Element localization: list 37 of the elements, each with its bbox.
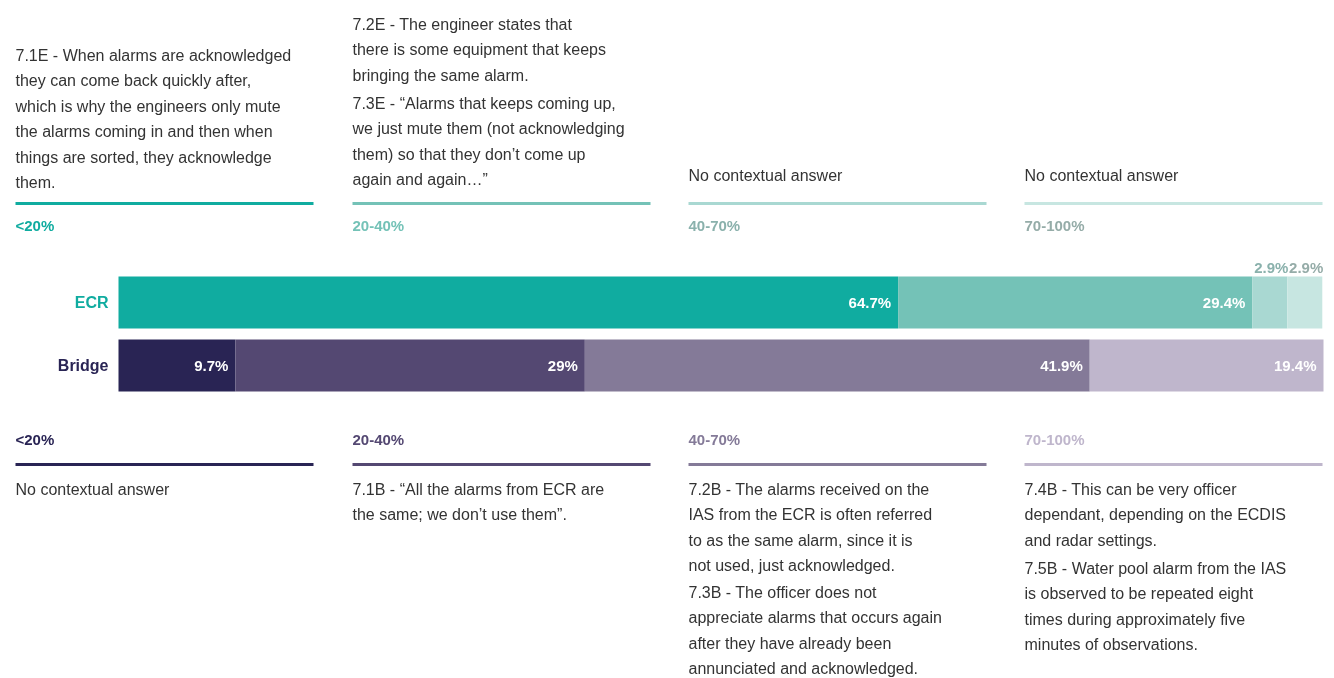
text: 7.1B - “All the alarms from ECR are the same; we don’t use them”. [352,480,605,523]
text: <20% [15,217,55,234]
text: No contextual answer [1024,166,1180,184]
text: 40-70% [688,431,741,448]
bar [1252,276,1288,329]
text: No contextual answer [15,480,171,498]
data-label: 2.9% [1254,258,1289,276]
text: 40-70% [688,217,741,234]
data-label: 2.9% [1289,258,1324,276]
text: 7.3B - The officer does not appreciate alarms that occurs again after they have already been annunciated and acknowledged. [688,583,942,677]
data-label: 29% [547,357,578,374]
y-tick-label: Bridge [57,357,109,374]
text: 7.5B - Water pool alarm from the IAS is observed to be repeated eight times during approximately five minutes of observations. [1024,559,1287,653]
text: 7.4B - This can be very officer dependant, depending on the ECDIS and radar settings. [1024,480,1287,549]
text: 20-40% [352,431,405,448]
text: No contextual answer [688,166,844,184]
y-tick-label: ECR [74,294,109,311]
bar [584,339,1090,392]
text: 7.2E - The engineer states that there is some equipment that keeps bringing the same alarm. [352,15,606,84]
text: 70-100% [1024,217,1085,234]
bar [1089,339,1324,392]
data-label: 9.7% [194,357,229,374]
text: <20% [15,431,55,448]
text: 20-40% [352,217,405,234]
text: 7.1E - When alarms are acknowledged they can come back quickly after, which is why the engineers only mute the alarms coming in and then when things are sorted, they acknowledge them. [14,46,292,191]
text: 7.2B - The alarms received on the IAS from the ECR is often referred to as the same alarm, since it is not used, just acknowledged. [688,480,933,574]
data-label: 64.7% [848,294,892,311]
text: 7.3E - “Alarms that keeps coming up, we just mute them (not acknowledging them) so that they don’t come up again and again…” [351,94,625,188]
bar [118,339,236,392]
data-label: 29.4% [1202,294,1246,311]
data-label: 41.9% [1040,357,1083,374]
bar [235,339,585,392]
text: 70-100% [1024,431,1085,448]
bar [118,276,899,329]
bar [898,276,1253,329]
data-label: 19.4% [1273,357,1317,374]
bar [1287,276,1323,329]
